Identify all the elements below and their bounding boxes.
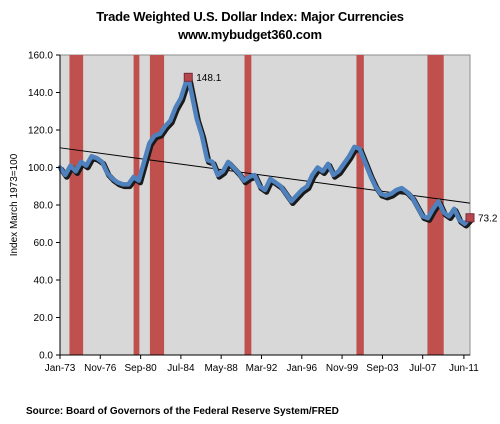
x-tick-label-9: Jul-07 xyxy=(409,363,437,374)
y-tick-label-6: 120.0 xyxy=(28,126,53,137)
x-tick-label-6: Jan-96 xyxy=(287,363,318,374)
x-tick-label-3: Jul-84 xyxy=(167,363,195,374)
y-tick-label-1: 20.0 xyxy=(34,313,54,324)
chart-title: Trade Weighted U.S. Dollar Index: Major … xyxy=(96,9,404,24)
x-tick-label-4: May-88 xyxy=(204,363,238,374)
x-tick-label-10: Jun-11 xyxy=(449,363,479,374)
recession-bar-4 xyxy=(356,55,364,355)
trendline xyxy=(59,147,471,204)
y-tick-label-7: 140.0 xyxy=(28,88,53,99)
chart-subtitle-url: www.mybudget360.com xyxy=(178,27,322,42)
y-tick-label-3: 60.0 xyxy=(34,238,54,249)
annotation-marker-0 xyxy=(183,72,193,82)
recession-bar-3 xyxy=(244,55,252,355)
source-note: Source: Board of Governors of the Federa… xyxy=(26,406,339,417)
recession-bar-2 xyxy=(149,55,165,355)
y-ticks: 0.0 20.0 40.0 60.0 80.0 100.0 120.0 140.0 160.0 xyxy=(28,51,60,362)
trendline-layer xyxy=(59,147,471,204)
x-tick-label-7: Nov-99 xyxy=(326,363,359,374)
x-tick-label-5: Mar-92 xyxy=(246,363,278,374)
y-axis-label: Index March 1973=100 xyxy=(9,153,20,256)
x-tick-label-1: Nov-76 xyxy=(84,363,117,374)
annotation-label-0: 148.1 xyxy=(196,73,221,84)
x-tick-label-0: Jan-73 xyxy=(45,363,76,374)
annotation-marker-1 xyxy=(465,213,475,223)
series-layer xyxy=(57,75,475,229)
y-tick-label-5: 100.0 xyxy=(28,163,53,174)
y-tick-label-0: 0.0 xyxy=(39,351,53,362)
recession-bar-0 xyxy=(69,55,84,355)
recession-bar-1 xyxy=(133,55,140,355)
marker-layer: 148.1 73.2 xyxy=(183,72,498,224)
series-line-0 xyxy=(57,75,473,227)
plot-area xyxy=(59,54,471,356)
x-tick-label-8: Sep-03 xyxy=(366,363,399,374)
y-tick-label-8: 160.0 xyxy=(28,51,53,62)
annotation-label-1: 73.2 xyxy=(478,213,498,224)
y-tick-label-2: 40.0 xyxy=(34,276,54,287)
x-tick-label-2: Sep-80 xyxy=(125,363,158,374)
x-ticks: Jan-73 Nov-76 Sep-80 Jul-84 May-88 Mar-92 Jan-… xyxy=(45,355,479,374)
y-tick-label-4: 80.0 xyxy=(34,201,54,212)
